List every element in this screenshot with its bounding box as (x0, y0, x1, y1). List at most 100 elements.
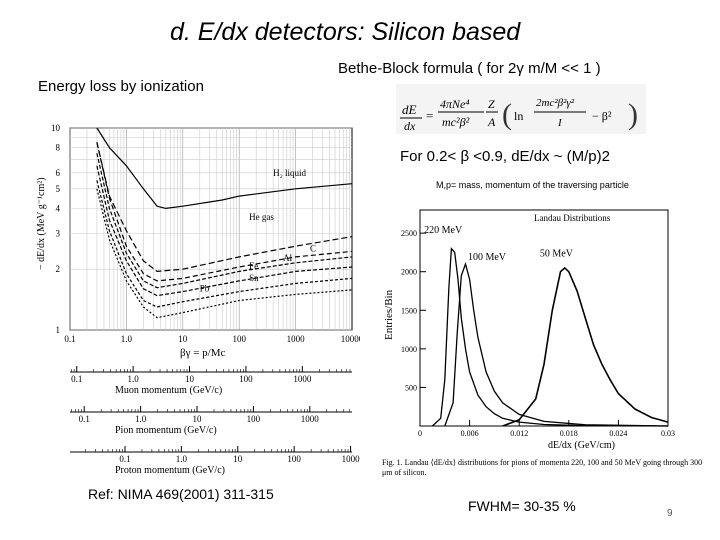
x-tick-label: 1.0 (121, 334, 133, 344)
curve-label: Pb (200, 284, 210, 294)
curve-3 (96, 153, 353, 289)
plot-frame (419, 209, 669, 427)
x-tick-label: 10000 (341, 334, 360, 344)
momentum-tick-label: 0.1 (79, 414, 90, 424)
momentum-tick-label: 0.1 (71, 374, 82, 384)
y-tick-label: 2000 (401, 268, 417, 277)
landau-curve-0 (431, 246, 669, 427)
momentum-tick-label: 1000 (293, 374, 312, 384)
momentum-tick-label: 1000 (301, 414, 320, 424)
x-ticks: 0.1 1.0 10 100 1000 10000 (64, 334, 360, 344)
svg-text:): ) (628, 98, 638, 131)
y-ticks: 10 8 6 5 4 3 2 1 (51, 123, 61, 335)
momentum-tick-label: 10 (185, 374, 195, 384)
x-tick-label: 0 (418, 429, 422, 438)
curve-label: H₂ liquid (273, 168, 306, 178)
svg-text:2mc²β²γ²: 2mc²β²γ² (536, 97, 575, 109)
x-tick-label: 100 (232, 334, 246, 344)
plot-title: Landau Distributions (534, 213, 611, 223)
bethe-bloch-formula: dE dx = 4πNe⁴ mc²β² Z A ( ln 2mc²β²γ² I … (396, 84, 646, 134)
y-ticks: 2500 2000 1500 1000 500 (401, 229, 426, 392)
momentum-axis-label: Muon momentum (GeV/c) (115, 385, 222, 396)
peak-label: 100 MeV (468, 252, 507, 263)
landau-curve-1 (444, 261, 669, 427)
y-tick-label: 2 (56, 264, 61, 274)
curve-label: Fe (249, 261, 258, 271)
svg-text:A: A (487, 115, 496, 129)
svg-text:− β²: − β² (592, 109, 612, 123)
momentum-axis-label: Proton momentum (GeV/c) (115, 465, 225, 476)
svg-text:I: I (557, 117, 563, 129)
y-axis-label: Entries/Bin (383, 289, 395, 340)
y-tick-label: 8 (56, 143, 61, 153)
y-tick-label: 10 (51, 123, 61, 133)
momentum-tick-label: 10 (193, 414, 203, 424)
reference: Ref: NIMA 469(2001) 311-315 (88, 486, 274, 502)
curve-label: Al (283, 253, 292, 263)
x-tick-label: 1000 (287, 334, 306, 344)
x-tick-label: 0.006 (461, 429, 479, 438)
y-tick-label: 1 (56, 325, 61, 335)
peak-label: 220 MeV (424, 225, 463, 236)
peak-labels: 220 MeV 100 MeV 50 MeV (424, 225, 574, 263)
momentum-tick-label: 100 (247, 414, 261, 424)
curves (431, 246, 669, 427)
y-tick-label: 6 (56, 168, 61, 178)
landau-plot: Landau Distributions 2500 2000 1500 1000 500… (383, 209, 675, 451)
page-number: 9 (667, 508, 673, 519)
svg-text:dx: dx (404, 119, 416, 133)
momentum-tick-label: 100 (239, 374, 253, 384)
x-axis-label: dE/dx (GeV/cm) (548, 440, 615, 451)
momentum-tick-label: 1000 (342, 454, 360, 464)
left-subtitle: Energy loss by ionization (38, 78, 204, 95)
momentum-tick-label: 0.1 (119, 454, 130, 464)
y-tick-label: 1500 (401, 306, 417, 315)
x-ticks: 0 0.006 0.012 0.018 0.024 0.03 (418, 420, 675, 438)
curve-2 (96, 142, 353, 282)
curve-1 (96, 142, 353, 273)
plot-frame (69, 127, 353, 331)
x-tick-label: 0.018 (560, 429, 578, 438)
x-tick-label: 10 (178, 334, 188, 344)
x-axis-label: βγ = p/Mc (180, 347, 225, 359)
svg-text:4πNe⁴: 4πNe⁴ (440, 97, 470, 111)
x-tick-label: 0.024 (609, 429, 627, 438)
figure-caption: Fig. 1. Landau ⟨dE/dx⟩ distributions for… (382, 458, 703, 477)
svg-text:(: ( (502, 98, 512, 131)
bethe-bloch-plot: 10 8 6 5 4 3 2 1 0.1 1.0 10 100 1000 10000 − dE/dx (… (36, 123, 360, 476)
curve-label: Sn (249, 273, 259, 283)
svg-text:ln: ln (514, 109, 523, 123)
y-axis-label: − dE/dx (MeV g⁻¹cm²) (36, 177, 47, 270)
curve-label: He gas (249, 212, 274, 222)
y-tick-label: 4 (56, 203, 61, 213)
momentum-tick-label: 10 (233, 454, 243, 464)
curve-labels: H₂ liquid He gas C Al Fe Sn Pb (200, 168, 316, 294)
curves (96, 127, 353, 319)
svg-text:mc²β²: mc²β² (442, 115, 470, 129)
momentum-tick-label: 100 (287, 454, 301, 464)
curve-5 (96, 180, 353, 308)
momentum-tick-label: 1.0 (176, 454, 188, 464)
svg-text:dE: dE (402, 102, 417, 117)
svg-text:=: = (426, 108, 433, 123)
momentum-tick-label: 1.0 (135, 414, 147, 424)
y-tick-label: 2500 (401, 229, 417, 238)
y-tick-label: 3 (56, 229, 61, 239)
svg-text:Z: Z (488, 97, 495, 111)
curve-0 (96, 127, 353, 210)
x-tick-label: 0.1 (64, 334, 75, 344)
landau-curve-2 (502, 266, 669, 427)
fwhm-note: FWHM= 30-35 % (468, 498, 576, 514)
mass-momentum-note: M,p= mass, momentum of the traversing pa… (436, 180, 629, 190)
momentum-axis-label: Pion momentum (GeV/c) (115, 425, 217, 436)
bethe-bloch-heading: Bethe-Block formula ( for 2γ m/M << 1 ) (338, 60, 601, 77)
curve-6 (96, 188, 353, 319)
beta-condition: For 0.2< β <0.9, dE/dx ~ (M/p)2 (400, 148, 610, 165)
slide-title: d. E/dx detectors: Silicon based (170, 18, 521, 46)
momentum-tick-label: 1.0 (127, 374, 139, 384)
curve-label: C (310, 243, 316, 253)
y-tick-label: 5 (56, 184, 61, 194)
momentum-axes: 0.1 1.0 10 100 1000 Muon momentum (GeV/c) 0.1 1… (70, 366, 360, 476)
x-tick-label: 0.012 (510, 429, 528, 438)
y-tick-label: 500 (405, 383, 417, 392)
